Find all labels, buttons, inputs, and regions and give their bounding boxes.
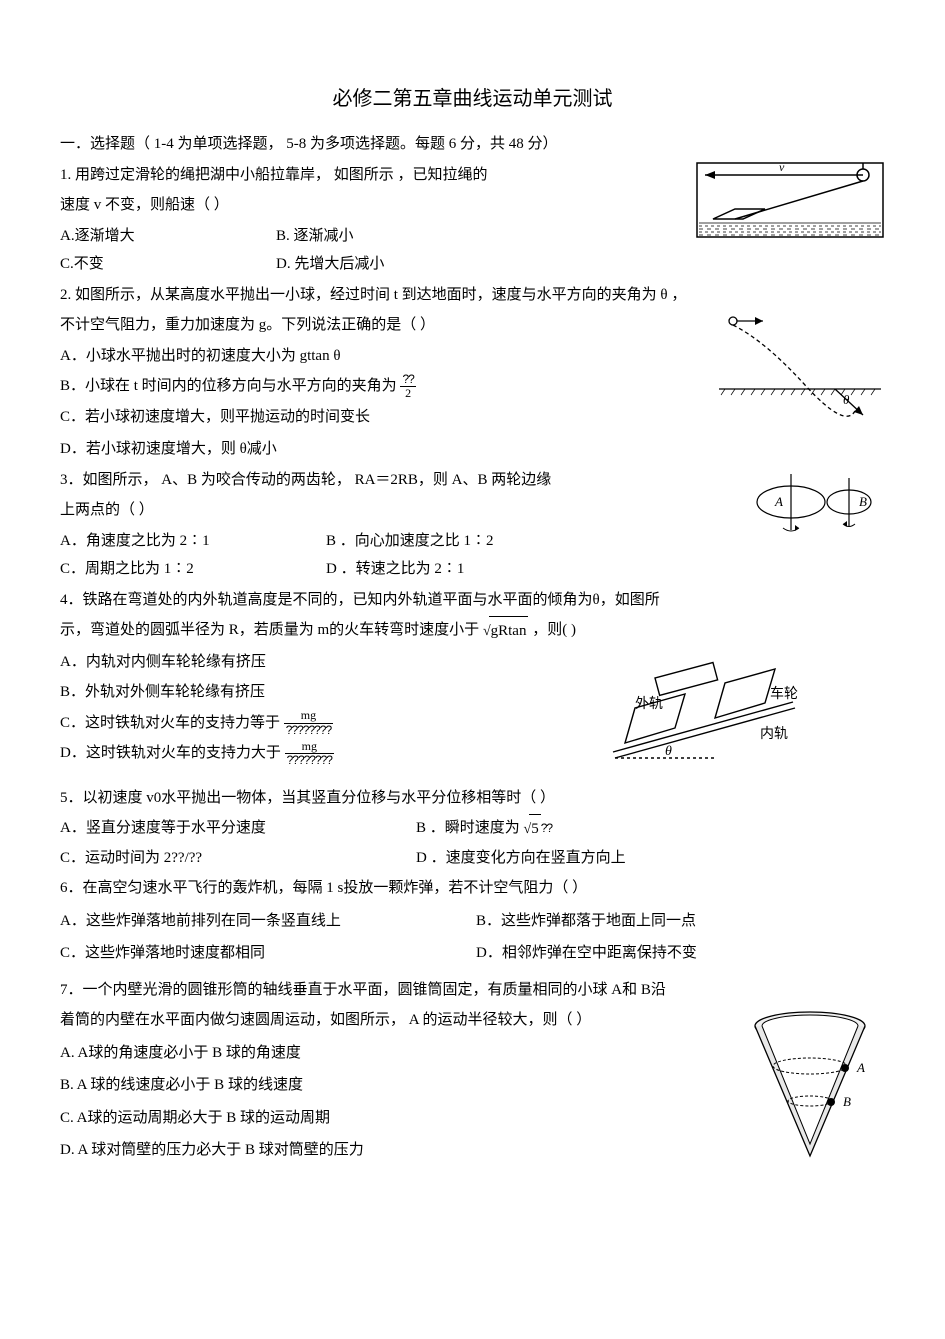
- q3-option-c: C．周期之比为 1∶2: [60, 555, 290, 584]
- svg-text:v: v: [779, 161, 785, 174]
- q4-label-out: 外轨: [635, 696, 663, 712]
- q3-option-b: B ．向心加速度之比 1∶2: [326, 527, 494, 556]
- q5-rad-arg: 5: [529, 814, 541, 844]
- page-title: 必修二第五章曲线运动单元测试: [60, 80, 885, 118]
- q4-option-c-frac: mg ????????: [284, 709, 333, 736]
- q3-option-d: D ．转速之比为 2∶1: [326, 555, 464, 584]
- q1-option-a: A.逐渐增大: [60, 222, 240, 251]
- q4-label-wheel: 车轮: [770, 685, 798, 702]
- q1-figure: v: [695, 161, 885, 239]
- q2-option-b-frac: ?? 2: [400, 373, 415, 400]
- frac-num: mg: [284, 709, 333, 723]
- q2-option-b-text: B．小球在 t 时间内的位移方向与水平方向的夹角为: [60, 378, 397, 394]
- q5-radical: √5: [524, 814, 541, 844]
- svg-text:θ: θ: [843, 392, 850, 407]
- q6-option-b: B．这些炸弹都落于地面上同一点: [476, 907, 696, 936]
- frac-num: mg: [285, 740, 334, 754]
- q6-option-d: D．相邻炸弹在空中距离保持不变: [476, 939, 697, 968]
- q5-option-a: A．竖直分速度等于水平分速度: [60, 814, 380, 844]
- q3-figure: A B: [745, 466, 885, 538]
- q7-stem-1: 7．一个内壁光滑的圆锥形筒的轴线垂直于水平面，圆锥筒固定，有质量相同的小球 A和…: [60, 976, 885, 1005]
- q5-stem: 5．以初速度 v0水平抛出一物体，当其竖直分位移与水平分位移相等时（ ）: [60, 784, 885, 813]
- svg-text:B: B: [843, 1094, 851, 1109]
- q2-stem-1: 2. 如图所示，从某高度水平抛出一小球，经过时间 t 到达地面时，速度与水平方向…: [60, 281, 885, 310]
- q2-figure: θ: [715, 311, 885, 421]
- svg-text:A: A: [774, 494, 783, 509]
- q4-radical-arg: gRtan: [489, 616, 529, 646]
- q2-option-d: D．若小球初速度增大，则 θ减小: [60, 435, 885, 464]
- q4-stem-2a: 示，弯道处的圆弧半径为 R，若质量为 m的火车转弯时速度小于: [60, 622, 483, 638]
- frac-num: ??: [400, 373, 415, 387]
- q4-label-in: 内轨: [760, 726, 788, 742]
- q5-option-b-a: B ．瞬时速度为: [416, 820, 524, 836]
- q4-option-d: D．这时铁轨对火车的支持力大于: [60, 745, 281, 761]
- q4-radical: √gRtan: [483, 616, 529, 646]
- q4-option-d-frac: mg ????????: [285, 740, 334, 767]
- q4-option-c: C．这时铁轨对火车的支持力等于: [60, 715, 280, 731]
- q4-figure: 外轨 车轮 内轨 θ: [595, 648, 825, 778]
- q4-stem-2b: ，则( ): [532, 622, 576, 638]
- q6-option-a: A．这些炸弹落地前排列在同一条竖直线上: [60, 907, 440, 936]
- q1-option-b: B. 逐渐减小: [276, 222, 354, 251]
- q1-option-d: D. 先增大后减小: [276, 250, 384, 279]
- frac-den: 2: [400, 387, 415, 400]
- svg-text:B: B: [859, 494, 867, 509]
- q5-option-d: D ．速度变化方向在竖直方向上: [416, 844, 626, 873]
- q5-option-c: C．运动时间为 2??/??: [60, 844, 380, 873]
- q4-stem-1: 4．铁路在弯道处的内外轨道高度是不同的，已知内外轨道平面与水平面的倾角为θ，如图…: [60, 586, 885, 615]
- q6-option-c: C．这些炸弹落地时速度都相同: [60, 939, 440, 968]
- q4-stem-2: 示，弯道处的圆弧半径为 R，若质量为 m的火车转弯时速度小于 √gRtan ，则…: [60, 616, 885, 646]
- frac-den: ????????: [284, 724, 333, 737]
- section-header: 一．选择题（ 1-4 为单项选择题， 5-8 为多项选择题。每题 6 分，共 4…: [60, 130, 885, 159]
- q7-figure: A B: [735, 1006, 885, 1176]
- q3-option-a: A．角速度之比为 2∶1: [60, 527, 290, 556]
- q5-option-b: B ．瞬时速度为 √5 ??: [416, 814, 552, 844]
- q6-stem: 6．在高空匀速水平飞行的轰炸机，每隔 1 s投放一颗炸弹，若不计空气阻力（ ）: [60, 874, 885, 903]
- q5-option-b-b: ??: [541, 821, 552, 835]
- q4-theta: θ: [665, 744, 672, 759]
- q1-option-c: C.不变: [60, 250, 240, 279]
- frac-den: ????????: [285, 754, 334, 767]
- svg-text:A: A: [856, 1060, 865, 1075]
